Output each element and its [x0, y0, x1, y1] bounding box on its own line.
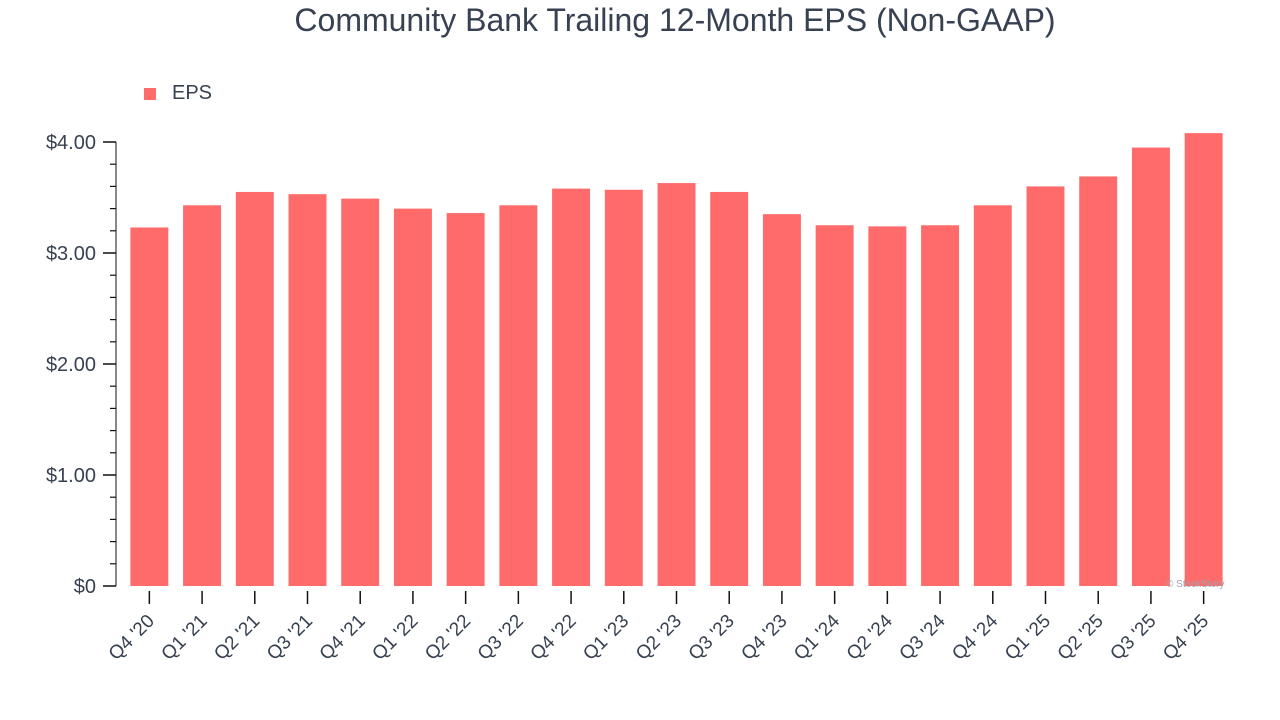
bar: [499, 205, 538, 586]
x-tick-label: Q1 '25: [1001, 611, 1055, 665]
y-tick-label: $3.00: [46, 243, 96, 265]
x-tick-label: Q4 '25: [1159, 611, 1213, 665]
x-tick-label: Q2 '25: [1054, 611, 1108, 665]
x-tick-label: Q2 '21: [210, 611, 264, 665]
bar: [130, 227, 169, 586]
legend-label: EPS: [172, 82, 212, 104]
y-tick-label: $1.00: [46, 465, 96, 487]
bar: [552, 188, 591, 586]
bar: [446, 213, 485, 587]
bar: [762, 214, 801, 586]
watermark: © StockStory: [1166, 579, 1225, 590]
y-tick-label: $4.00: [46, 132, 96, 154]
x-tick-label: Q3 '24: [896, 610, 950, 664]
bar: [1131, 147, 1170, 587]
legend-swatch: [144, 88, 156, 100]
bar: [341, 198, 380, 587]
x-tick-label: Q3 '23: [685, 611, 739, 665]
x-tick-label: Q3 '21: [263, 611, 317, 665]
y-tick-label: $0: [74, 576, 96, 598]
bar: [710, 191, 749, 586]
bar: [1026, 186, 1065, 586]
x-tick-label: Q4 '22: [527, 611, 581, 665]
x-tick-label: Q1 '24: [790, 610, 844, 664]
x-tick-label: Q4 '24: [948, 610, 1002, 664]
x-tick-label: Q3 '25: [1106, 611, 1160, 665]
chart-title: Community Bank Trailing 12-Month EPS (No…: [294, 2, 1056, 38]
bar: [868, 226, 907, 587]
bar: [604, 189, 643, 587]
bar: [393, 208, 432, 586]
x-tick-label: Q3 '22: [474, 611, 528, 665]
x-tick-label: Q4 '21: [316, 611, 370, 665]
bars: [130, 133, 1223, 587]
x-tick-label: Q2 '24: [843, 610, 897, 664]
bar: [235, 191, 274, 586]
bar: [1184, 133, 1223, 586]
bar: [973, 205, 1012, 586]
x-tick-label: Q2 '23: [632, 611, 686, 665]
legend: EPS: [144, 82, 212, 104]
x-tick-label: Q4 '23: [737, 611, 791, 665]
x-tick-label: Q1 '22: [368, 611, 422, 665]
y-tick-label: $2.00: [46, 354, 96, 376]
bar: [815, 225, 854, 586]
bar: [288, 194, 327, 587]
bar: [183, 205, 222, 586]
y-axis: $0 $1.00 $2.00 $3.00 $4.00: [46, 132, 117, 598]
bar: [657, 183, 696, 586]
x-tick-label: Q1 '21: [158, 611, 212, 665]
bar: [1079, 176, 1118, 586]
x-tick-label: Q2 '22: [421, 611, 475, 665]
x-tick-label: Q1 '23: [579, 611, 633, 665]
x-tick-label: Q4 '20: [105, 611, 159, 665]
bar: [921, 225, 960, 586]
